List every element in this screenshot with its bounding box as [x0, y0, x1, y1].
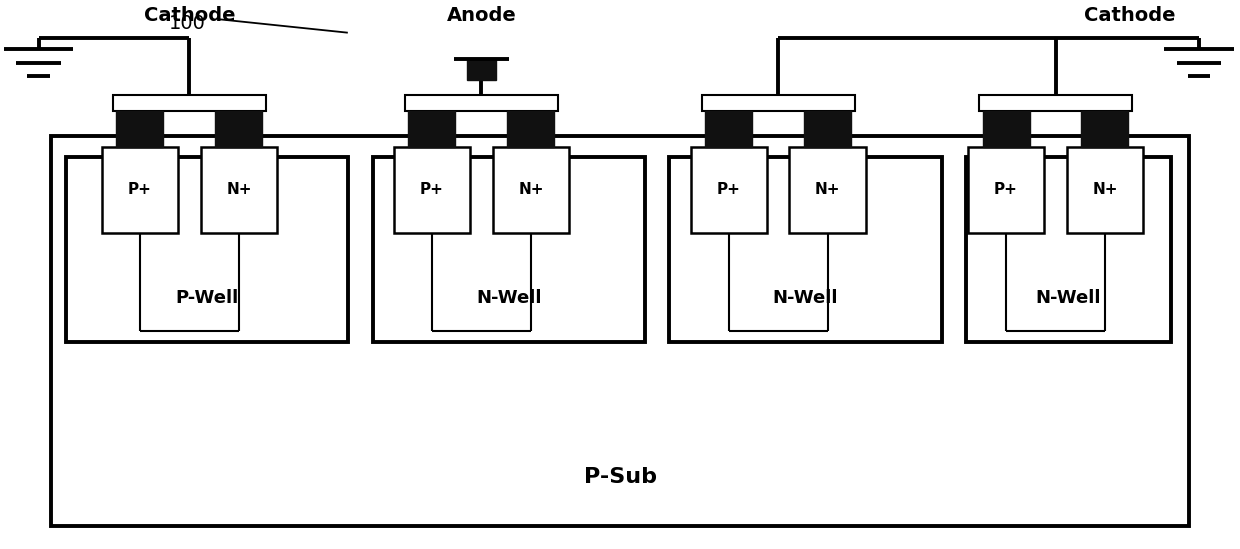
Bar [1066, 147, 1143, 233]
Bar [492, 147, 569, 233]
Bar [790, 147, 867, 233]
Bar [1081, 111, 1128, 147]
Text: P-Well: P-Well [175, 289, 238, 307]
Text: N+: N+ [518, 182, 543, 198]
Bar [966, 158, 1171, 341]
Bar [66, 158, 347, 341]
Bar [408, 111, 455, 147]
Text: P+: P+ [420, 182, 444, 198]
Text: P+: P+ [994, 182, 1018, 198]
Bar [113, 95, 267, 111]
Bar [404, 95, 558, 111]
Bar [466, 59, 496, 80]
Bar [978, 95, 1132, 111]
Text: N-Well: N-Well [773, 289, 838, 307]
Bar [691, 147, 768, 233]
Text: N+: N+ [815, 182, 841, 198]
Text: 100: 100 [169, 14, 206, 33]
Text: Anode: Anode [446, 5, 516, 25]
Bar [982, 111, 1029, 147]
Bar [216, 111, 263, 147]
Bar [507, 111, 554, 147]
Text: N-Well: N-Well [476, 289, 542, 307]
Bar [393, 147, 470, 233]
Bar [805, 111, 852, 147]
Text: P-Sub: P-Sub [584, 467, 656, 487]
Text: P+: P+ [717, 182, 740, 198]
Bar [706, 111, 753, 147]
Text: Cathode: Cathode [144, 5, 236, 25]
Bar [372, 158, 645, 341]
Text: N-Well: N-Well [1035, 289, 1101, 307]
Text: N+: N+ [226, 182, 252, 198]
Text: P+: P+ [128, 182, 151, 198]
Bar [702, 95, 856, 111]
Text: N+: N+ [1092, 182, 1117, 198]
Bar [670, 158, 941, 341]
Text: Cathode: Cathode [1084, 5, 1176, 25]
Bar [102, 147, 179, 233]
Bar [117, 111, 164, 147]
Bar [201, 147, 278, 233]
Bar [51, 136, 1189, 526]
Bar [967, 147, 1044, 233]
